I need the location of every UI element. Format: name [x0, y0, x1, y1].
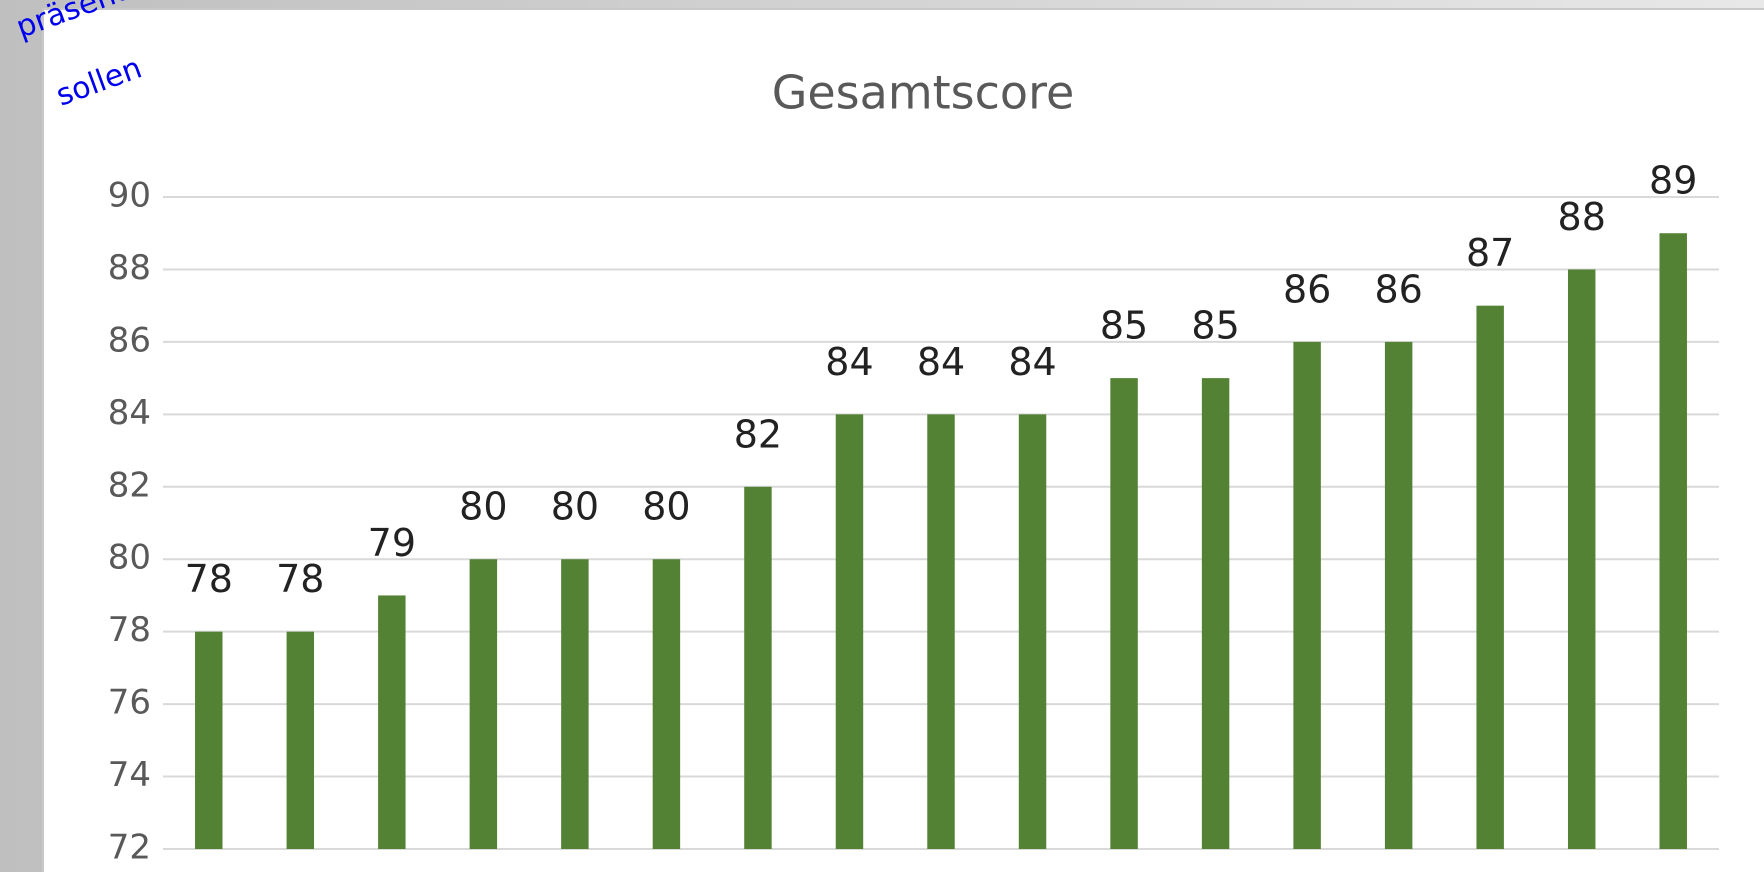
data-label: 78 [276, 557, 324, 601]
bar [1567, 269, 1596, 849]
y-tick-label: 78 [108, 610, 151, 650]
bar [1293, 341, 1321, 849]
data-label: 82 [734, 412, 782, 456]
bar [927, 414, 955, 849]
bar [1659, 233, 1687, 849]
bar [744, 486, 772, 849]
data-label: 88 [1558, 195, 1606, 239]
bar [469, 559, 498, 849]
y-tick-label: 82 [108, 465, 151, 505]
bar [835, 414, 864, 849]
bar [561, 559, 589, 849]
data-label: 78 [185, 557, 233, 601]
y-tick-label: 80 [108, 538, 151, 578]
bar [286, 631, 315, 849]
y-tick-label: 84 [108, 393, 151, 433]
y-tick-label: 72 [108, 828, 151, 868]
data-label: 87 [1466, 231, 1514, 275]
bar [652, 559, 681, 849]
bar [1018, 414, 1047, 849]
chart-title: Gesamtscore [772, 66, 1075, 120]
bar [195, 631, 223, 849]
data-label: 80 [459, 485, 507, 529]
data-label: 80 [642, 485, 690, 529]
data-label: 86 [1374, 267, 1422, 311]
y-tick-label: 88 [108, 248, 151, 288]
data-label: 84 [1008, 340, 1056, 384]
data-label: 84 [825, 340, 873, 384]
bar [378, 595, 406, 849]
y-tick-label: 74 [108, 755, 151, 795]
data-label: 79 [368, 521, 416, 565]
data-label: 89 [1649, 159, 1697, 203]
bar [1110, 378, 1138, 849]
data-label: 85 [1191, 304, 1239, 348]
data-label: 85 [1100, 304, 1148, 348]
data-label: 84 [917, 340, 965, 384]
data-label: 80 [551, 485, 599, 529]
bar [1476, 305, 1504, 850]
bar [1201, 378, 1230, 849]
data-label: 86 [1283, 267, 1331, 311]
y-tick-label: 86 [108, 320, 151, 360]
y-tick-label: 90 [108, 176, 151, 216]
y-tick-label: 76 [108, 683, 151, 723]
bar [1384, 341, 1413, 849]
